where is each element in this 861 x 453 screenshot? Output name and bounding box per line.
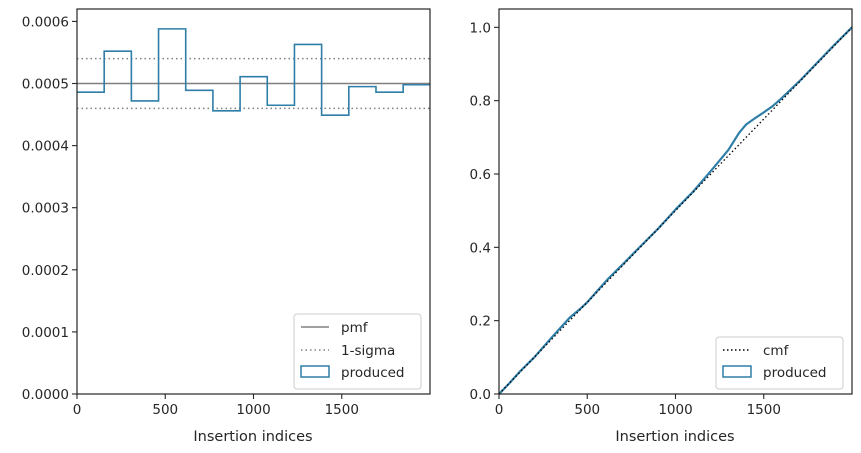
cumulative-plot-area	[498, 26, 853, 395]
y-tick-label: 0.0	[470, 387, 491, 403]
legend-produced-label: produced	[763, 365, 827, 381]
histogram-plot-area	[77, 28, 430, 116]
y-tick-label: 0.8	[470, 94, 491, 110]
y-tick-label: 0.0004	[22, 139, 69, 155]
x-tick-label: 0	[73, 402, 82, 418]
y-tick-label: 0.0000	[22, 387, 69, 403]
x-tick-label: 0	[495, 402, 504, 418]
legend-produced-swatch	[722, 365, 752, 378]
y-tick-label: 0.6	[470, 167, 491, 183]
y-tick-label: 0.0003	[22, 201, 69, 217]
cumulative-chart: 0 500 1000 1500 0.0 0.2 0.4 0.6 0.8 1.0 Insertion…	[470, 8, 853, 445]
y-tick-label: 0.0005	[22, 77, 69, 93]
produced-cumulative-line	[498, 26, 853, 395]
legend-cmf-label: cmf	[763, 343, 790, 359]
y-tick-label: 0.0001	[22, 325, 69, 341]
histogram-chart: 0 500 1000 1500 0.0000 0.0001 0.0002 0.0003 0.00…	[22, 8, 431, 445]
x-tick-label: 500	[152, 402, 178, 418]
legend-1-sigma-label: 1-sigma	[341, 343, 395, 359]
histogram-ticks: 0 500 1000 1500 0.0000 0.0001 0.0002 0.0003 0.00…	[22, 14, 359, 418]
produced-histogram-step	[77, 28, 430, 116]
cumulative-ticks: 0 500 1000 1500 0.0 0.2 0.4 0.6 0.8 1.0	[470, 20, 781, 418]
histogram-legend: pmf 1-sigma produced	[293, 313, 422, 390]
y-tick-label: 0.2	[470, 314, 491, 330]
x-tick-label: 1000	[658, 402, 692, 418]
x-tick-label: 500	[574, 402, 600, 418]
legend-pmf-label: pmf	[341, 320, 369, 336]
histogram-legend-box	[293, 313, 422, 390]
y-tick-label: 1.0	[470, 20, 491, 36]
y-tick-label: 0.4	[470, 240, 491, 256]
cumulative-legend: cmf produced	[715, 336, 844, 390]
legend-produced-swatch	[300, 365, 330, 378]
x-tick-label: 1500	[325, 402, 359, 418]
x-tick-label: 1500	[747, 402, 781, 418]
x-tick-label: 1000	[236, 402, 270, 418]
histogram-x-axis-label: Insertion indices	[193, 429, 312, 445]
y-tick-label: 0.0006	[22, 14, 69, 30]
cumulative-x-axis-label: Insertion indices	[615, 429, 734, 445]
legend-produced-label: produced	[341, 365, 405, 381]
cmf-line	[498, 26, 853, 395]
y-tick-label: 0.0002	[22, 263, 69, 279]
